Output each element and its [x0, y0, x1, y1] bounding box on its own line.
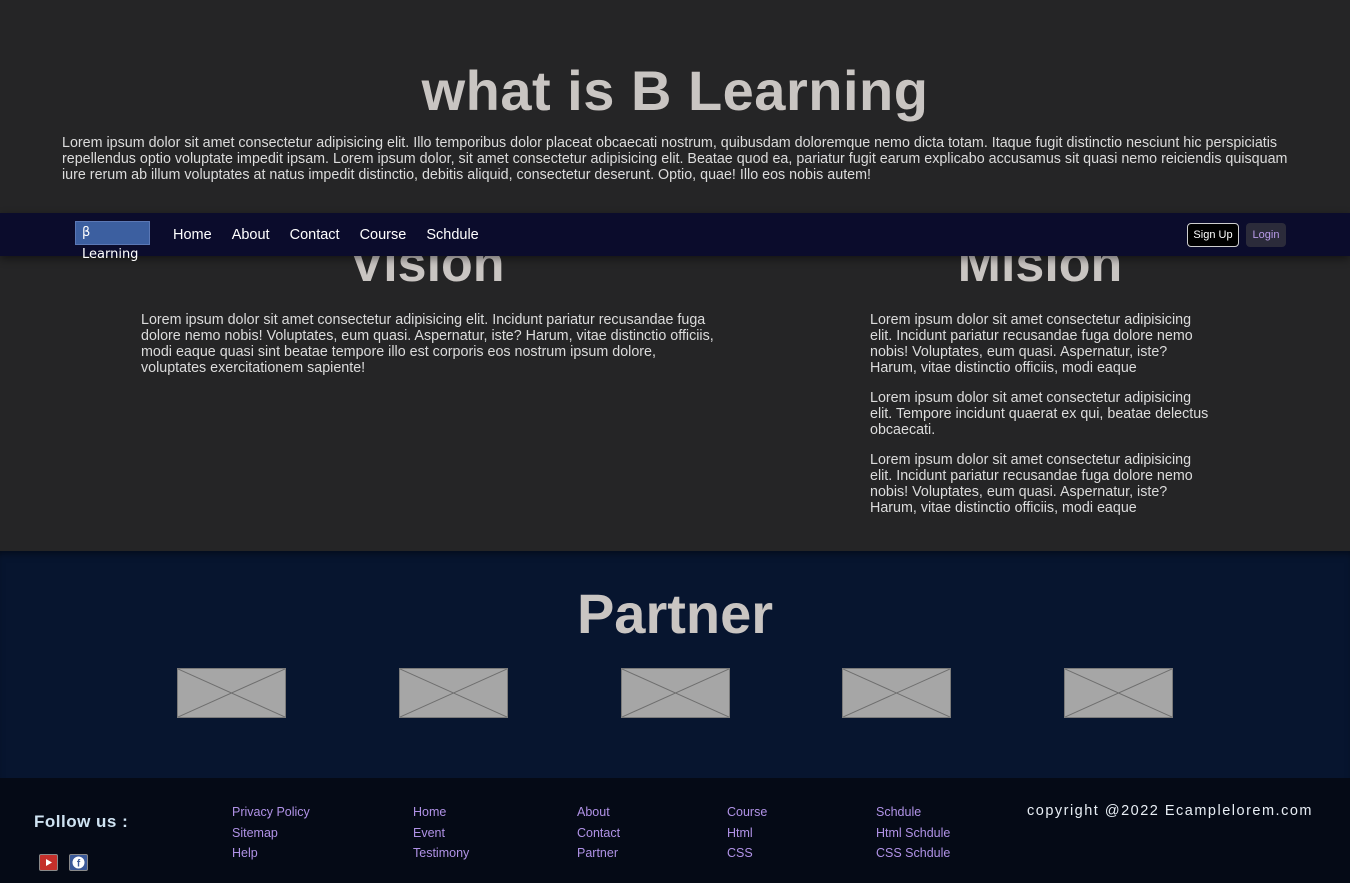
footer-column-schdule: Schdule Html Schdule CSS Schdule: [876, 802, 950, 864]
mision-paragraph: Lorem ipsum dolor sit amet consectetur a…: [870, 390, 1209, 438]
footer-link-privacy-policy[interactable]: Privacy Policy: [232, 805, 310, 819]
nav-link-about[interactable]: About: [231, 227, 270, 243]
copyright-text: copyright @2022 Ecamplelorem.com: [1027, 803, 1313, 819]
nav-link-schdule[interactable]: Schdule: [426, 227, 479, 243]
footer-link-about[interactable]: About: [577, 805, 610, 819]
footer-column-policy: Privacy Policy Sitemap Help: [232, 802, 310, 864]
footer-link-partner[interactable]: Partner: [577, 846, 618, 860]
partner-section: Partner: [0, 551, 1350, 778]
intro-section: what is B Learning Lorem ipsum dolor sit…: [0, 0, 1350, 213]
footer-column-home: Home Event Testimony: [413, 802, 469, 864]
nav-link-home[interactable]: Home: [173, 227, 212, 243]
nav-link-course[interactable]: Course: [359, 227, 407, 243]
footer: Follow us : f Privacy Policy Sitemap Hel…: [0, 778, 1350, 883]
footer-link-css-schdule[interactable]: CSS Schdule: [876, 846, 951, 860]
mision-texts: Lorem ipsum dolor sit amet consectetur a…: [870, 312, 1215, 530]
footer-link-html-schdule[interactable]: Html Schdule: [876, 825, 951, 840]
intro-title: what is B Learning: [421, 59, 929, 122]
svg-text:f: f: [77, 859, 81, 870]
partner-logo-placeholder: [177, 668, 286, 718]
footer-link-html[interactable]: Html: [727, 825, 753, 840]
footer-link-sitemap[interactable]: Sitemap: [232, 825, 278, 840]
footer-link-course[interactable]: Course: [727, 805, 768, 819]
youtube-icon[interactable]: [39, 854, 58, 871]
navbar: β Learning Home About Contact Course Sch…: [0, 213, 1350, 262]
footer-link-contact[interactable]: Contact: [577, 825, 621, 840]
facebook-icon[interactable]: f: [69, 854, 88, 871]
footer-link-home[interactable]: Home: [413, 805, 447, 819]
footer-column-course: Course Html CSS: [727, 802, 767, 864]
footer-link-css[interactable]: CSS: [727, 846, 753, 860]
partner-logo-placeholder: [399, 668, 508, 718]
partner-title: Partner: [576, 582, 774, 645]
vision-mision-section: Vision Mision Lorem ipsum dolor sit amet…: [0, 256, 1350, 551]
footer-link-event[interactable]: Event: [413, 825, 445, 840]
login-button[interactable]: Login: [1246, 223, 1286, 247]
nav-links: Home About Contact Course Schdule: [173, 227, 499, 243]
vision-title: Vision: [349, 256, 505, 293]
mision-paragraph: Lorem ipsum dolor sit amet consectetur a…: [870, 452, 1193, 516]
intro-text: Lorem ipsum dolor sit amet consectetur a…: [62, 135, 1288, 183]
signup-button[interactable]: Sign Up: [1187, 223, 1239, 247]
vision-text: Lorem ipsum dolor sit amet consectetur a…: [141, 312, 714, 376]
nav-link-contact[interactable]: Contact: [289, 227, 340, 243]
footer-link-testimony[interactable]: Testimony: [413, 846, 470, 860]
brand-logo[interactable]: β Learning: [75, 221, 150, 262]
mision-title: Mision: [957, 256, 1123, 293]
footer-link-schdule[interactable]: Schdule: [876, 805, 922, 819]
follow-us-label: Follow us :: [34, 812, 129, 831]
partner-logo-placeholder: [621, 668, 730, 718]
partner-logo-placeholder: [1064, 668, 1173, 718]
footer-link-help[interactable]: Help: [232, 846, 258, 860]
mision-paragraph: Lorem ipsum dolor sit amet consectetur a…: [870, 312, 1193, 376]
partner-logo-placeholder: [842, 668, 951, 718]
footer-column-about: About Contact Partner: [577, 802, 620, 864]
